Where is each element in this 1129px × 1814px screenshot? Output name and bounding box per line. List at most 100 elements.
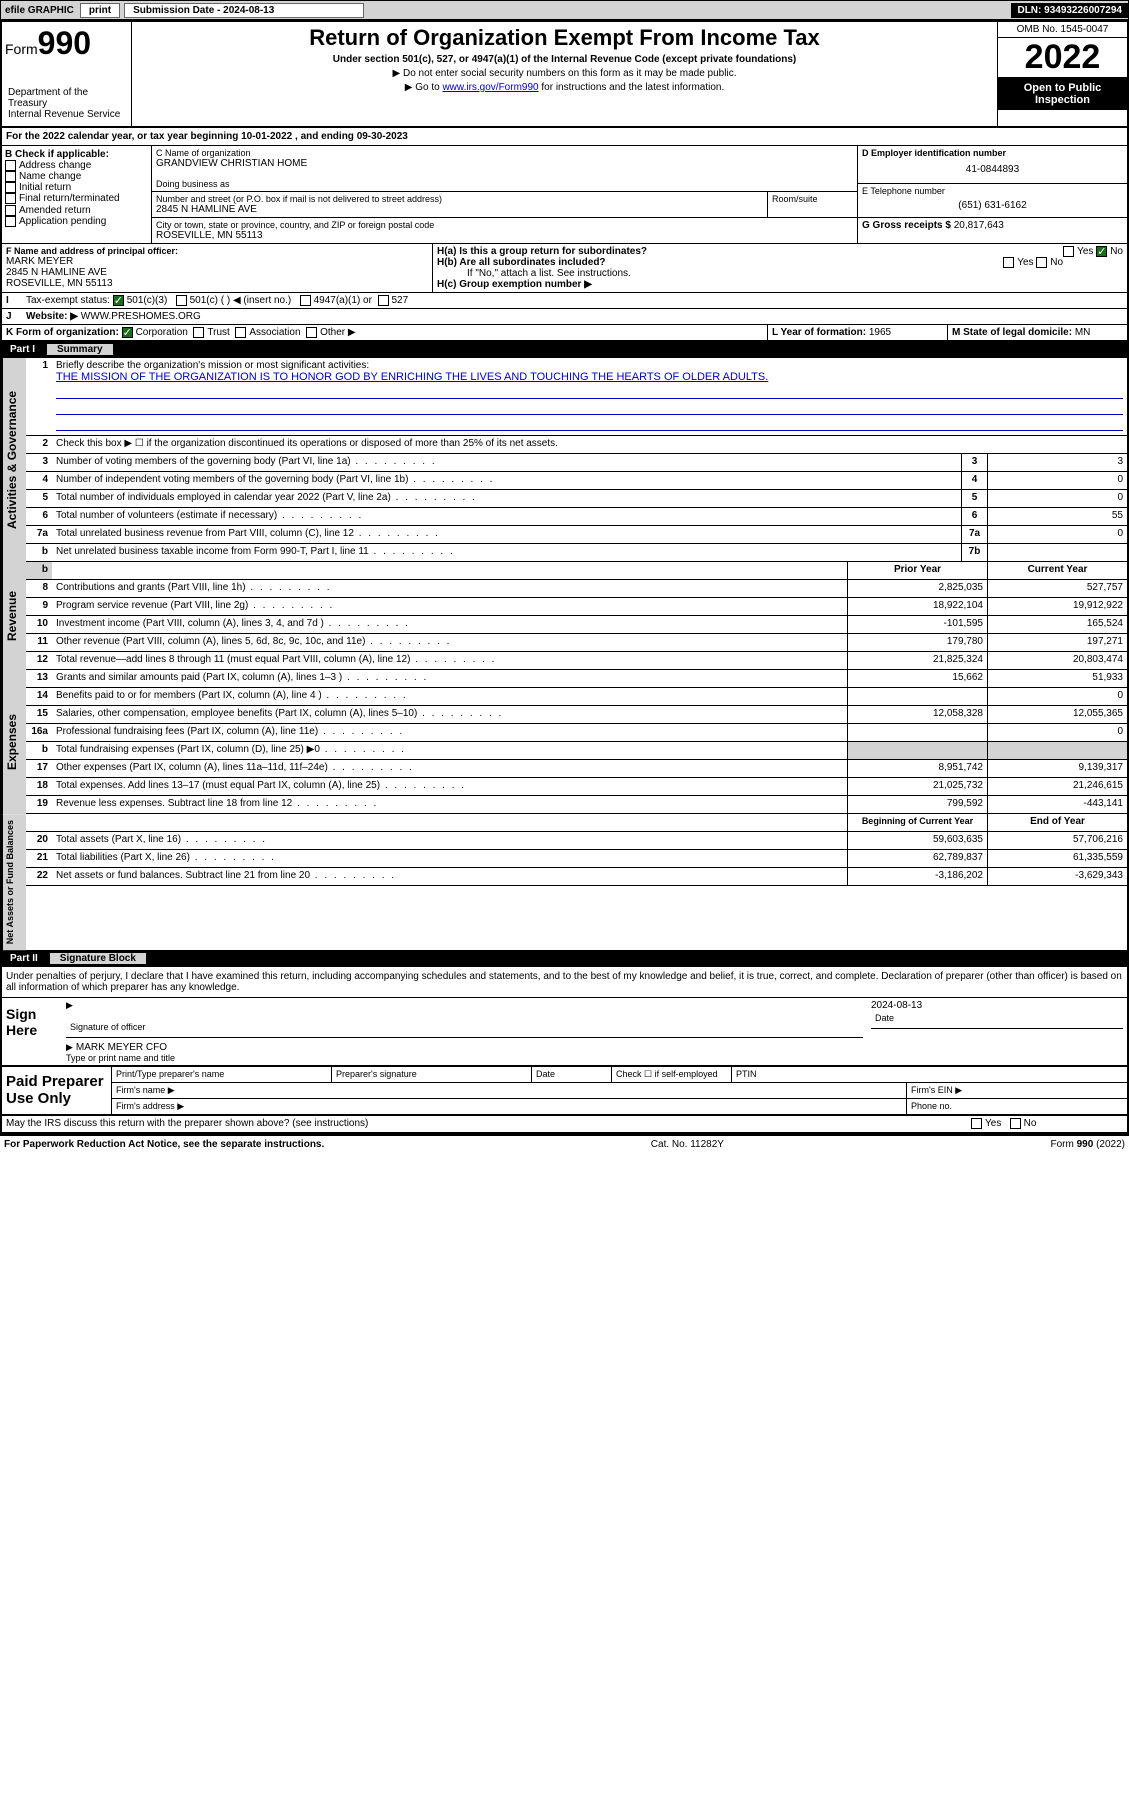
sign-here: Sign Here — [2, 998, 62, 1065]
sig-date: 2024-08-13 — [871, 1000, 1123, 1011]
l-label: L Year of formation: — [772, 327, 866, 338]
tx-527-box[interactable] — [378, 295, 389, 306]
k-trust: Trust — [207, 327, 229, 338]
part2-title: Signature Block — [50, 953, 146, 964]
m-value: MN — [1075, 327, 1091, 338]
form-prefix: Form — [5, 41, 38, 57]
hb-yes-box[interactable] — [1003, 257, 1014, 268]
penalties-text: Under penalties of perjury, I declare th… — [2, 967, 1127, 998]
mission-blank1 — [56, 385, 1123, 399]
k-label: K Form of organization: — [6, 327, 119, 338]
tx-501c-box[interactable] — [176, 295, 187, 306]
prep-selfemp-label: Check ☐ if self-employed — [612, 1067, 732, 1082]
prep-ein-label: Firm's EIN ▶ — [907, 1083, 1127, 1098]
part2-header: Part II Signature Block — [2, 950, 1127, 967]
form-number: Form990 — [5, 25, 128, 62]
toolbar: efile GRAPHIC print Submission Date - 20… — [0, 0, 1129, 20]
print-button[interactable]: print — [80, 3, 120, 18]
summary-line-3: 3Number of voting members of the governi… — [26, 454, 1127, 472]
tx-527: 527 — [392, 295, 409, 306]
name-label: C Name of organization — [156, 148, 853, 158]
footer-mid: Cat. No. 11282Y — [651, 1139, 724, 1150]
side-revenue: Revenue — [2, 562, 26, 670]
opt-address-change: Address change — [19, 160, 91, 171]
dln-label: DLN: 93493226007294 — [1011, 3, 1128, 18]
col-begin: Beginning of Current Year — [847, 814, 987, 831]
website-label: Website: ▶ — [26, 311, 78, 322]
irs-link[interactable]: www.irs.gov/Form990 — [442, 82, 538, 93]
form-990: 990 — [38, 25, 91, 61]
k-other-box[interactable] — [306, 327, 317, 338]
checkbox-amended[interactable] — [5, 205, 16, 216]
discuss-no: No — [1024, 1119, 1037, 1130]
discuss-yes-box[interactable] — [971, 1118, 982, 1129]
submission-date-button[interactable]: Submission Date - 2024-08-13 — [124, 3, 364, 18]
col-prior: Prior Year — [847, 562, 987, 579]
discuss-no-box[interactable] — [1010, 1118, 1021, 1129]
room-label: Room/suite — [772, 194, 853, 204]
summary-line-4: 4Number of independent voting members of… — [26, 472, 1127, 490]
mission-blank2 — [56, 401, 1123, 415]
checkbox-name-change[interactable] — [5, 171, 16, 182]
line-14: 14Benefits paid to or for members (Part … — [26, 688, 1127, 706]
summary-line-5: 5Total number of individuals employed in… — [26, 490, 1127, 508]
k-assoc-box[interactable] — [235, 327, 246, 338]
addr-label: Number and street (or P.O. box if mail i… — [156, 194, 763, 204]
summary-line-7a: 7aTotal unrelated business revenue from … — [26, 526, 1127, 544]
h-a: H(a) Is this a group return for subordin… — [437, 246, 1123, 257]
discuss-yes: Yes — [985, 1119, 1001, 1130]
sig-arrow — [66, 1000, 863, 1020]
line-11: 11Other revenue (Part VIII, column (A), … — [26, 634, 1127, 652]
summary-line-b: bNet unrelated business taxable income f… — [26, 544, 1127, 562]
tx-4947-box[interactable] — [300, 295, 311, 306]
checkbox-address-change[interactable] — [5, 160, 16, 171]
col-current: Current Year — [987, 562, 1127, 579]
block-b-label: B Check if applicable: — [5, 149, 148, 160]
ha-yes: Yes — [1077, 246, 1093, 257]
opt-final-return: Final return/terminated — [19, 194, 120, 205]
ein-value: 41-0844893 — [862, 158, 1123, 181]
line-9: 9Program service revenue (Part VIII, lin… — [26, 598, 1127, 616]
tx-4947: 4947(a)(1) or — [314, 295, 372, 306]
part1-header: Part I Summary — [2, 341, 1127, 358]
ha-yes-box[interactable] — [1063, 246, 1074, 257]
checkbox-initial-return[interactable] — [5, 182, 16, 193]
mission-text: THE MISSION OF THE ORGANIZATION IS TO HO… — [56, 371, 768, 383]
hb-no: No — [1050, 257, 1063, 268]
officer-addr2: ROSEVILLE, MN 55113 — [6, 278, 428, 289]
ein-label: D Employer identification number — [862, 148, 1123, 158]
line-18: 18Total expenses. Add lines 13–17 (must … — [26, 778, 1127, 796]
line-13: 13Grants and similar amounts paid (Part … — [26, 670, 1127, 688]
dba-label: Doing business as — [156, 179, 853, 189]
hb-no-box[interactable] — [1036, 257, 1047, 268]
officer-name: MARK MEYER — [6, 256, 428, 267]
side-netassets: Net Assets or Fund Balances — [2, 814, 26, 950]
omb-number: OMB No. 1545-0047 — [998, 22, 1127, 38]
checkbox-final-return[interactable] — [5, 193, 16, 204]
sig-officer-label: Signature of officer — [66, 1020, 863, 1038]
phone-label: E Telephone number — [862, 186, 1123, 196]
tx-501c: 501(c) ( ) ◀ (insert no.) — [190, 295, 292, 306]
k-trust-box[interactable] — [193, 327, 204, 338]
form-note1: ▶ Do not enter social security numbers o… — [138, 68, 991, 79]
form-body: Form990 Department of the Treasury Inter… — [0, 20, 1129, 1135]
phone-value: (651) 631-6162 — [862, 196, 1123, 215]
ha-label: H(a) Is this a group return for subordin… — [437, 246, 647, 257]
side-governance: Activities & Governance — [2, 358, 26, 562]
form-subtitle: Under section 501(c), 527, or 4947(a)(1)… — [138, 54, 991, 65]
mission-blank3 — [56, 417, 1123, 431]
taxexempt-label: Tax-exempt status: — [26, 295, 110, 306]
m-label: M State of legal domicile: — [952, 327, 1072, 338]
k-other: Other ▶ — [320, 327, 355, 338]
part1-title: Summary — [47, 344, 113, 355]
line-17: 17Other expenses (Part IX, column (A), l… — [26, 760, 1127, 778]
ha-no-box[interactable] — [1096, 246, 1107, 257]
opt-app-pending: Application pending — [19, 216, 106, 227]
h-b: H(b) Are all subordinates included? Yes … — [437, 257, 1123, 268]
prep-name-label: Print/Type preparer's name — [112, 1067, 332, 1082]
checkbox-app-pending[interactable] — [5, 216, 16, 227]
tx-501c3-box[interactable] — [113, 295, 124, 306]
k-corp-box[interactable] — [122, 327, 133, 338]
line-10: 10Investment income (Part VIII, column (… — [26, 616, 1127, 634]
website-value: WWW.PRESHOMES.ORG — [81, 311, 201, 322]
